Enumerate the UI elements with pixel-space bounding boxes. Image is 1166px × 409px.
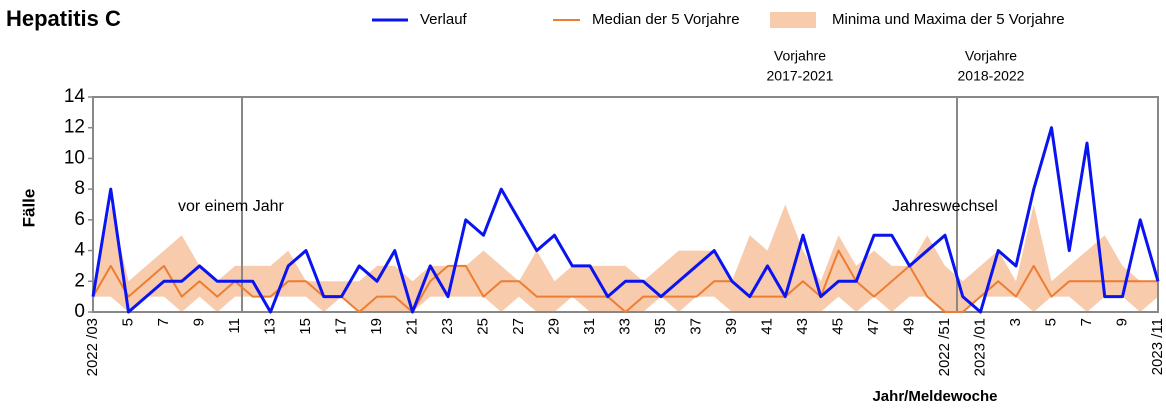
x-tick-label: 9 (190, 318, 207, 326)
legend-label: Median der 5 Vorjahre (592, 11, 740, 28)
x-tick-label: 3 (1007, 318, 1024, 326)
x-tick-label: 41 (758, 318, 775, 335)
x-axis-label: Jahr/Meldewoche (872, 388, 997, 405)
y-tick-label: 14 (64, 86, 86, 107)
annotation: Jahreswechsel (892, 198, 998, 215)
x-tick-label: 45 (829, 318, 846, 335)
annotation: vor einem Jahr (178, 198, 284, 215)
x-tick-label: 47 (865, 318, 882, 335)
x-tick-label: 37 (687, 318, 704, 335)
x-tick-label: 17 (332, 318, 349, 335)
x-tick-label: 5 (119, 318, 136, 326)
x-tick-label: 19 (368, 318, 385, 335)
x-tick-label: 39 (723, 318, 740, 335)
series-line (91, 126, 1160, 314)
chart-title: Hepatitis C (6, 6, 121, 31)
y-tick-label: 6 (74, 209, 85, 230)
x-tick-label: 49 (900, 318, 917, 335)
y-tick-label: 12 (64, 117, 85, 138)
x-tick-label: 23 (439, 318, 456, 335)
x-tick-label: 27 (510, 318, 527, 335)
min-max-band (93, 204, 1158, 312)
x-tick-label: 29 (545, 318, 562, 335)
y-tick-label: 10 (64, 147, 85, 168)
x-tick-label: 7 (155, 318, 172, 326)
y-tick-label: 2 (74, 270, 85, 291)
series-line (92, 249, 1158, 313)
y-tick-label: 8 (74, 178, 85, 199)
x-tick-label: 7 (1078, 318, 1095, 326)
annotation: 2018-2022 (958, 68, 1025, 84)
x-tick-label: 15 (297, 318, 314, 335)
legend-label: Minima und Maxima der 5 Vorjahre (832, 11, 1065, 28)
x-tick-label: 11 (226, 318, 243, 334)
x-tick-label: 9 (1113, 318, 1130, 326)
y-axis-label: Fälle (19, 189, 38, 228)
legend-label: Verlauf (420, 11, 468, 28)
x-tick-label: 33 (616, 318, 633, 335)
x-tick-label: 25 (474, 318, 491, 335)
x-tick-label: 43 (794, 318, 811, 335)
annotation: 2017-2021 (767, 68, 834, 84)
x-tick-label: 2023 /11 (1149, 318, 1166, 375)
x-tick-label: 2022 /51 (936, 318, 953, 376)
x-tick-label: 5 (1042, 318, 1059, 326)
x-tick-label: 35 (652, 318, 669, 335)
annotation: Vorjahre (965, 48, 1017, 64)
x-tick-label: 2023 /01 (971, 318, 988, 376)
y-tick-label: 4 (74, 240, 85, 261)
x-tick-label: 31 (581, 318, 598, 335)
annotation: Vorjahre (774, 48, 826, 64)
y-tick-label: 0 (74, 301, 85, 322)
legend-swatch (770, 12, 816, 28)
x-tick-label: 2022 /03 (84, 318, 101, 376)
x-tick-label: 13 (261, 318, 278, 335)
x-tick-label: 21 (403, 318, 420, 335)
